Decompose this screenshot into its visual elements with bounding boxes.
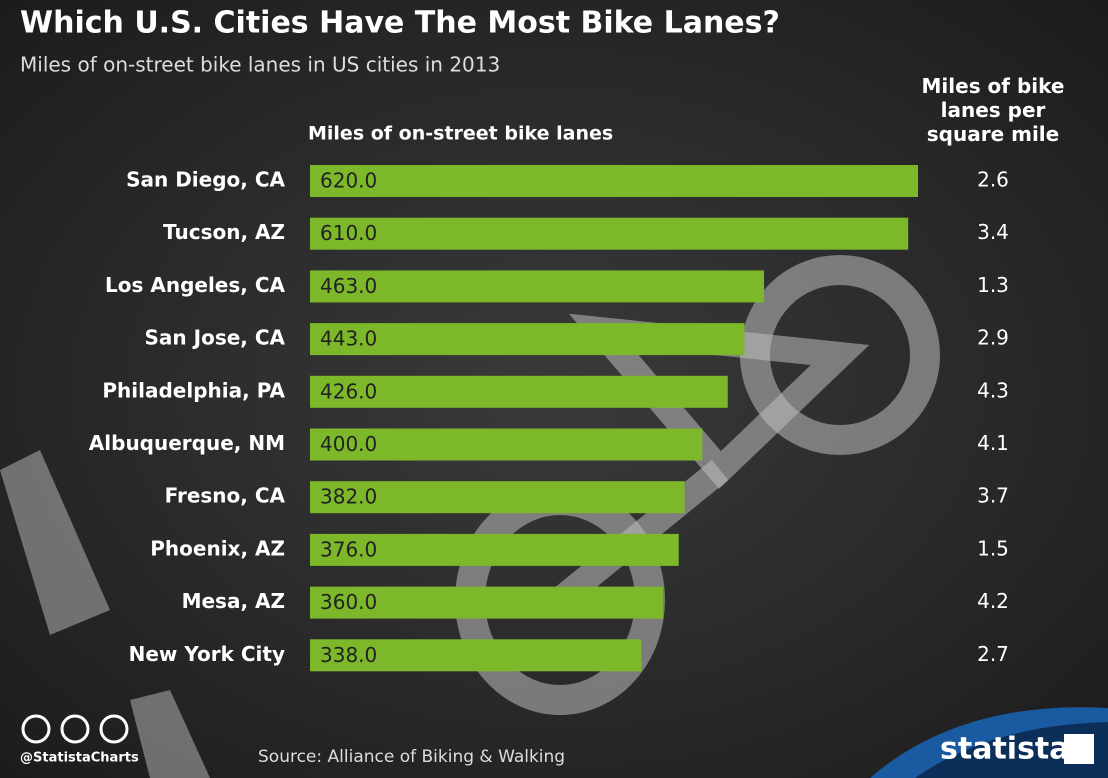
series-header: Miles of on-street bike lanes <box>308 123 613 145</box>
value-label: 400.0 <box>320 432 377 456</box>
bar <box>310 533 679 566</box>
value-label: 463.0 <box>320 274 377 298</box>
value-label: 610.0 <box>320 221 377 245</box>
handle: @StatistaCharts <box>20 751 139 766</box>
density-value: 3.4 <box>977 220 1009 244</box>
source: Source: Alliance of Biking & Walking <box>258 747 565 767</box>
bar <box>310 586 664 619</box>
density-value: 4.2 <box>977 589 1009 613</box>
column-header: Miles of bike lanes per square mile <box>921 74 1065 146</box>
value-label: 620.0 <box>320 169 377 193</box>
category-label: San Diego, CA <box>126 168 285 192</box>
category-label: New York City <box>129 642 285 666</box>
bar <box>310 375 728 408</box>
category-label: San Jose, CA <box>145 326 286 350</box>
category-label: Albuquerque, NM <box>89 431 285 455</box>
bar <box>310 217 909 250</box>
value-label: 382.0 <box>320 485 377 509</box>
density-value: 2.6 <box>977 168 1009 192</box>
bar <box>310 323 745 356</box>
density-value: 2.7 <box>977 642 1009 666</box>
value-label: 376.0 <box>320 537 377 561</box>
bar <box>310 428 703 461</box>
category-label: Los Angeles, CA <box>105 273 286 297</box>
category-label: Phoenix, AZ <box>150 536 285 560</box>
brand-logo <box>1064 734 1094 764</box>
density-value: 1.3 <box>977 273 1009 297</box>
bar <box>310 270 765 303</box>
value-label: 360.0 <box>320 590 377 614</box>
lane-markings <box>0 450 210 778</box>
density-value: 4.1 <box>977 431 1009 455</box>
bar <box>310 639 642 672</box>
category-label: Mesa, AZ <box>182 589 285 613</box>
chart-title: Which U.S. Cities Have The Most Bike Lan… <box>20 6 780 41</box>
category-label: Fresno, CA <box>165 484 286 508</box>
brand: statista <box>940 732 1070 767</box>
value-label: 338.0 <box>320 643 377 667</box>
value-label: 426.0 <box>320 379 377 403</box>
density-value: 1.5 <box>977 536 1009 560</box>
bar <box>310 481 685 514</box>
density-value: 3.7 <box>977 484 1009 508</box>
value-label: 443.0 <box>320 327 377 351</box>
bar <box>310 165 918 197</box>
chart-subtitle: Miles of on-street bike lanes in US citi… <box>20 53 500 77</box>
brand-band <box>915 722 1108 778</box>
density-value: 4.3 <box>977 378 1009 402</box>
cc-icons <box>21 714 129 744</box>
category-label: Philadelphia, PA <box>102 378 285 402</box>
category-label: Tucson, AZ <box>163 220 285 244</box>
density-value: 2.9 <box>977 326 1009 350</box>
